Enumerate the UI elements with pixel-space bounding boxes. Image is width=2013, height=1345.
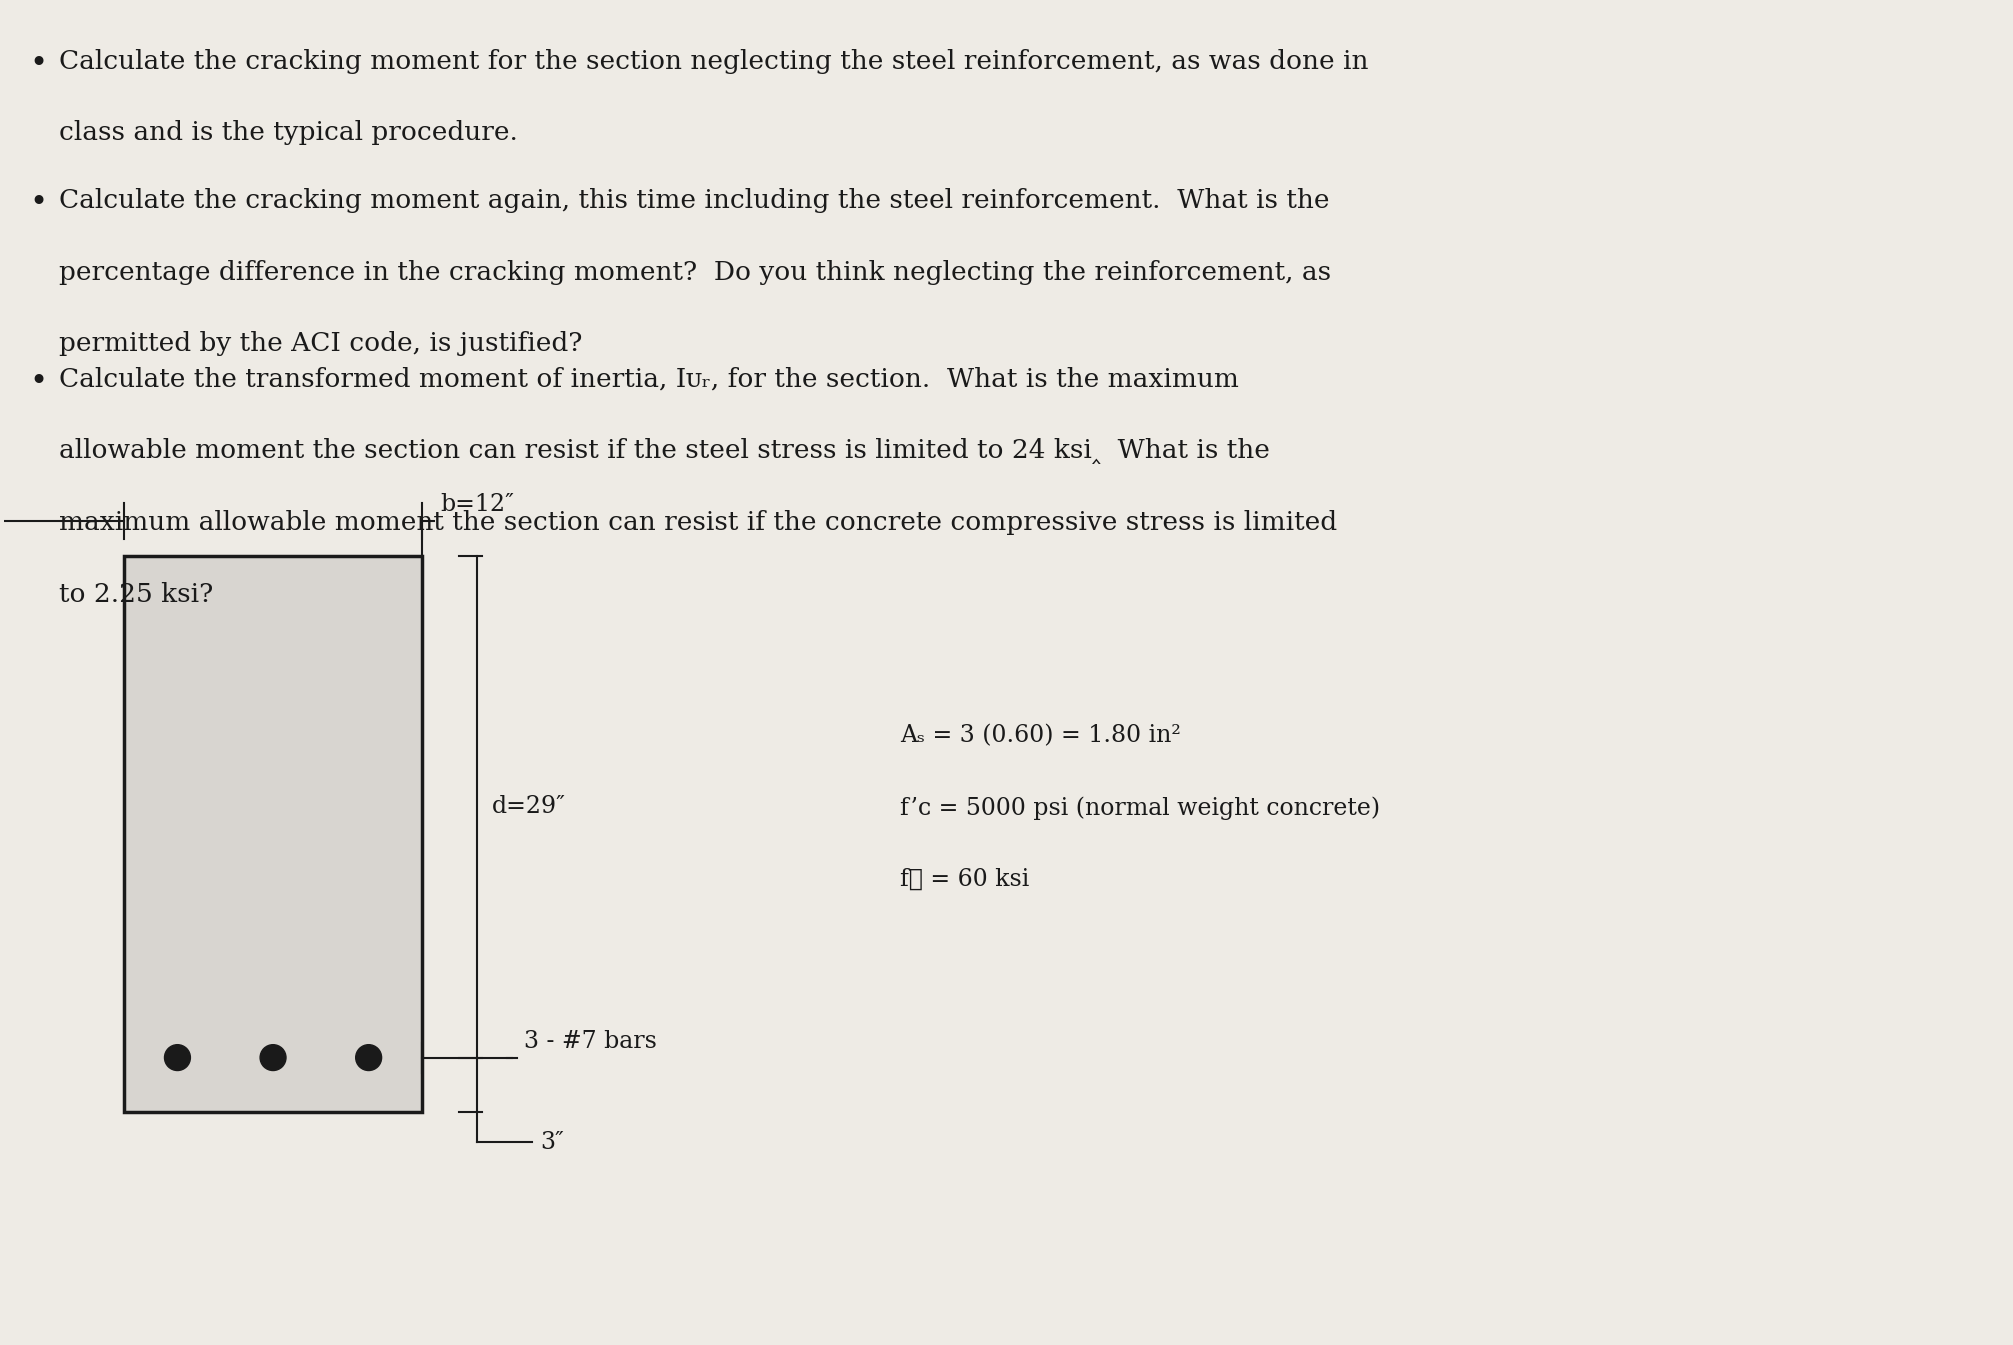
Text: allowable moment the section can resist if the steel stress is limited to 24 ksi: allowable moment the section can resist …	[58, 438, 1270, 464]
Circle shape	[260, 1045, 286, 1071]
Text: b=12″: b=12″	[441, 494, 515, 516]
Text: Calculate the cracking moment again, this time including the steel reinforcement: Calculate the cracking moment again, thi…	[58, 188, 1329, 213]
Text: d=29″: d=29″	[491, 795, 566, 818]
Text: maximum allowable moment the section can resist if the concrete compressive stre: maximum allowable moment the section can…	[58, 510, 1337, 535]
Text: to 2.25 ksi?: to 2.25 ksi?	[58, 581, 213, 607]
Text: 3″: 3″	[539, 1131, 564, 1154]
Text: Calculate the transformed moment of inertia, Iᴜᵣ, for the section.  What is the : Calculate the transformed moment of iner…	[58, 367, 1238, 391]
Bar	[123, 555, 423, 1112]
Text: f’ᴄ = 5000 psi (normal weight concrete): f’ᴄ = 5000 psi (normal weight concrete)	[900, 796, 1381, 819]
Text: Aₛ = 3 (0.60) = 1.80 in²: Aₛ = 3 (0.60) = 1.80 in²	[900, 725, 1182, 748]
Circle shape	[356, 1045, 382, 1071]
Text: fᷨ = 60 ksi: fᷨ = 60 ksi	[900, 868, 1031, 890]
Text: •: •	[28, 48, 46, 79]
Text: 3 - #7 bars: 3 - #7 bars	[523, 1030, 656, 1053]
Text: class and is the typical procedure.: class and is the typical procedure.	[58, 121, 517, 145]
Text: •: •	[28, 188, 46, 219]
Text: •: •	[28, 367, 46, 398]
Text: percentage difference in the cracking moment?  Do you think neglecting the reinf: percentage difference in the cracking mo…	[58, 260, 1331, 285]
Circle shape	[165, 1045, 191, 1071]
Text: Calculate the cracking moment for the section neglecting the steel reinforcement: Calculate the cracking moment for the se…	[58, 48, 1369, 74]
Text: permitted by the ACI code, is justified?: permitted by the ACI code, is justified?	[58, 331, 582, 356]
